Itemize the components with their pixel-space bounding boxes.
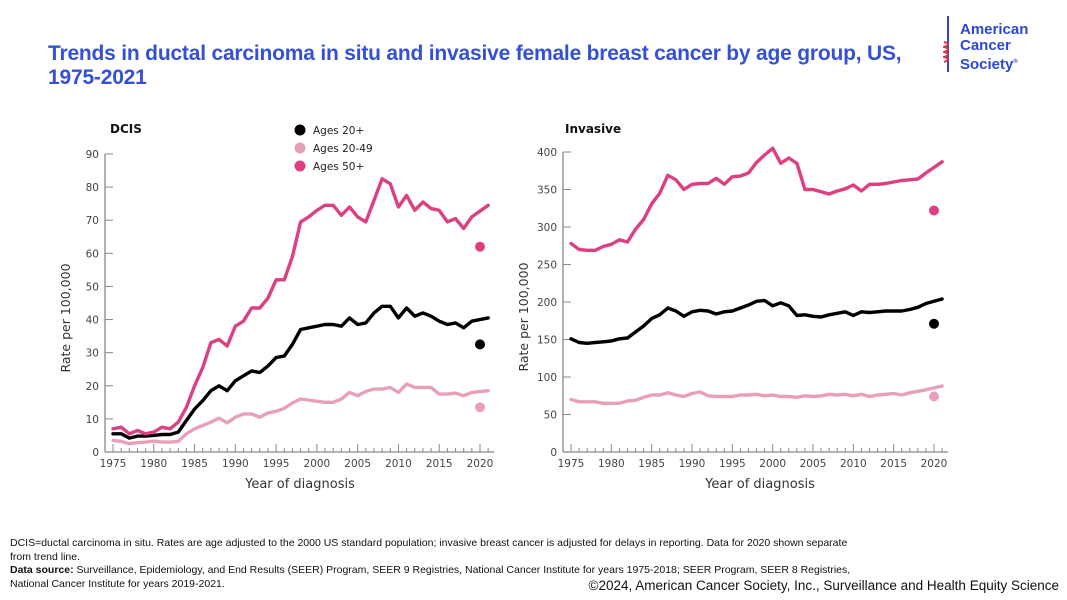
invasive-point-2020-ages20plus (929, 318, 939, 329)
invasive-y-tick-label: 150 (537, 335, 557, 347)
dcis-point-2020-ages50plus (475, 241, 485, 252)
logo-text: American Cancer Society® (960, 22, 1028, 73)
dcis-y-tick-label: 20 (86, 381, 99, 393)
dcis-line-ages20plus (111, 304, 490, 440)
legend-marker-ages50plus (294, 160, 306, 172)
dcis-x-tick-label: 2005 (344, 458, 371, 470)
invasive-point-2020-ages20_49 (929, 391, 939, 402)
dcis-line-ages50plus (111, 177, 490, 436)
invasive-y-tick-label: 0 (550, 447, 557, 459)
invasive-y-tick-label: 400 (537, 147, 557, 159)
invasive-y-tick-label: 250 (537, 260, 557, 272)
invasive-x-tick-label: 2015 (880, 458, 907, 470)
footnote: DCIS=ductal carcinoma in situ. Rates are… (10, 537, 848, 563)
dcis-x-tick-label: 2020 (467, 458, 494, 470)
dcis-point-2020-ages20_49 (475, 402, 485, 413)
dcis-y-tick-label: 80 (86, 182, 99, 194)
dcis-chart-title: DCIS (110, 122, 142, 136)
invasive-x-tick-label: 1985 (638, 458, 665, 470)
invasive-y-tick-label: 350 (537, 185, 557, 197)
invasive-x-tick-label: 1995 (719, 458, 746, 470)
dcis-x-tick-label: 2015 (426, 458, 453, 470)
dcis-y-tick-label: 70 (86, 215, 99, 227)
invasive-x-tick-label: 2020 (921, 458, 948, 470)
dcis-point-2020-ages20plus (475, 339, 485, 350)
dcis-y-tick-label: 0 (92, 447, 99, 459)
invasive-y-tick-label: 50 (544, 410, 557, 422)
dcis-x-tick-label: 1995 (263, 458, 290, 470)
logo-line-3: Society (960, 56, 1014, 73)
dcis-x-tick-label: 2010 (385, 458, 412, 470)
footer-notes: DCIS=ductal carcinoma in situ. Rates are… (10, 537, 870, 591)
dcis-x-tick-label: 1980 (140, 458, 167, 470)
invasive-point-2020-ages50plus (929, 205, 939, 216)
dcis-line-ages20_49 (111, 382, 490, 446)
legend-label-ages50plus: Ages 50+ (313, 161, 364, 173)
dcis-x-tick-label: 1985 (181, 458, 208, 470)
logo-line-2: Cancer (960, 37, 1011, 54)
dcis-x-tick-label: 2000 (304, 458, 331, 470)
invasive-y-tick-label: 200 (537, 297, 557, 309)
invasive-x-tick-label: 1990 (679, 458, 706, 470)
invasive-x-tick-label: 2010 (840, 458, 867, 470)
dcis-y-tick-label: 30 (86, 348, 99, 360)
dcis-x-tick-label: 1975 (100, 458, 127, 470)
invasive-line-ages50plus (569, 146, 944, 253)
invasive-y-tick-label: 100 (537, 372, 557, 384)
invasive-line-ages20_49 (569, 384, 944, 405)
dcis-y-tick-label: 10 (86, 414, 99, 426)
data-source-label: Data source: (10, 564, 74, 576)
invasive-x-tick-label: 2000 (759, 458, 786, 470)
invasive-x-tick-label: 2005 (800, 458, 827, 470)
dcis-y-tick-label: 40 (86, 315, 99, 327)
registered-mark: ® (1013, 59, 1018, 65)
legend-label-ages20plus: Ages 20+ (313, 125, 364, 137)
data-source-text: Surveillance, Epidemiology, and End Resu… (10, 564, 851, 590)
legend-marker-ages20plus (294, 124, 306, 136)
dcis-y-tick-label: 50 (86, 281, 99, 293)
data-source: Data source: Surveillance, Epidemiology,… (10, 564, 870, 591)
legend-label-ages20_49: Ages 20-49 (313, 143, 373, 155)
logo-line-1: American (960, 21, 1029, 38)
dcis-x-tick-label: 1990 (222, 458, 249, 470)
invasive-x-axis-label: Year of diagnosis (704, 477, 815, 492)
dcis-x-axis-label: Year of diagnosis (244, 477, 355, 492)
dcis-y-tick-label: 60 (86, 248, 99, 260)
dcis-y-axis-label: Rate per 100,000 (58, 263, 73, 372)
slide-title: Trends in ductal carcinoma in situ and i… (48, 42, 902, 89)
dcis-y-tick-label: 90 (86, 149, 99, 161)
logo-serpent-icon (943, 41, 949, 63)
invasive-x-tick-label: 1975 (558, 458, 585, 470)
legend-marker-ages20_49 (294, 142, 306, 154)
invasive-chart-title: Invasive (565, 122, 621, 136)
copyright: ©2024, American Cancer Society, Inc., Su… (588, 578, 1059, 593)
invasive-line-ages20plus (569, 297, 944, 345)
invasive-y-tick-label: 300 (537, 222, 557, 234)
acs-logo: American Cancer Society® (942, 14, 1062, 80)
invasive-y-axis-label: Rate per 100,000 (516, 262, 531, 371)
invasive-x-tick-label: 1980 (598, 458, 625, 470)
